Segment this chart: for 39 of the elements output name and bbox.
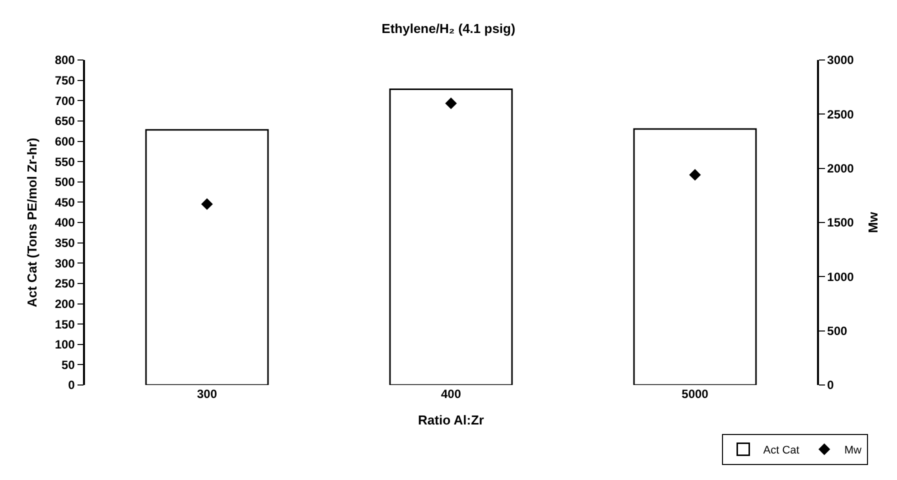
y-tick-label: 0 — [68, 378, 76, 392]
y2-tick-label: 500 — [827, 324, 848, 338]
y-tick-label: 400 — [54, 216, 76, 230]
point — [201, 198, 213, 210]
y-tick-label: 700 — [54, 94, 76, 108]
y-tick-label: 50 — [61, 358, 76, 372]
y-tick-label: 600 — [54, 134, 76, 148]
x-axis-title: Ratio Al:Zr — [418, 412, 484, 428]
y2-axis-title: Mw — [865, 211, 880, 233]
legend-label: Act Cat — [763, 444, 800, 457]
y2-tick-label: 2000 — [827, 162, 854, 176]
y-tick-label: 200 — [54, 296, 76, 311]
x-tick-label: 400 — [440, 387, 462, 401]
y-tick-label: 250 — [54, 276, 76, 291]
bar — [389, 88, 513, 385]
y2-tick-label: 1000 — [827, 270, 854, 284]
y-tick-label: 750 — [54, 74, 76, 88]
y2-tick-label: 2500 — [827, 107, 854, 122]
y-axis-title: Act Cat (Tons PE/mol Zr-hr) — [24, 138, 40, 308]
y-tick-label: 550 — [54, 154, 76, 169]
y-tick-label: 100 — [54, 338, 76, 352]
y2-tick-label: 3000 — [827, 53, 854, 68]
y-tick-label: 800 — [54, 53, 76, 68]
y-tick-label: 150 — [54, 317, 76, 332]
x-tick-label: 300 — [196, 387, 218, 401]
y-tick-label: 450 — [54, 195, 76, 210]
y-tick-label: 650 — [54, 114, 76, 128]
point — [689, 168, 701, 181]
y-tick-label: 300 — [54, 256, 76, 270]
chart-title: Ethylene/H₂ (4.1 psig) — [382, 21, 516, 36]
point — [445, 97, 457, 110]
y-tick-label: 350 — [54, 236, 76, 250]
y2-tick-label: 1500 — [827, 216, 854, 230]
x-tick-label: 5000 — [682, 387, 709, 401]
bar — [145, 129, 269, 385]
y-tick-label: 500 — [54, 175, 76, 190]
legend-label: Mw — [844, 444, 862, 457]
bar — [633, 128, 757, 385]
y2-tick-label: 0 — [827, 378, 834, 392]
